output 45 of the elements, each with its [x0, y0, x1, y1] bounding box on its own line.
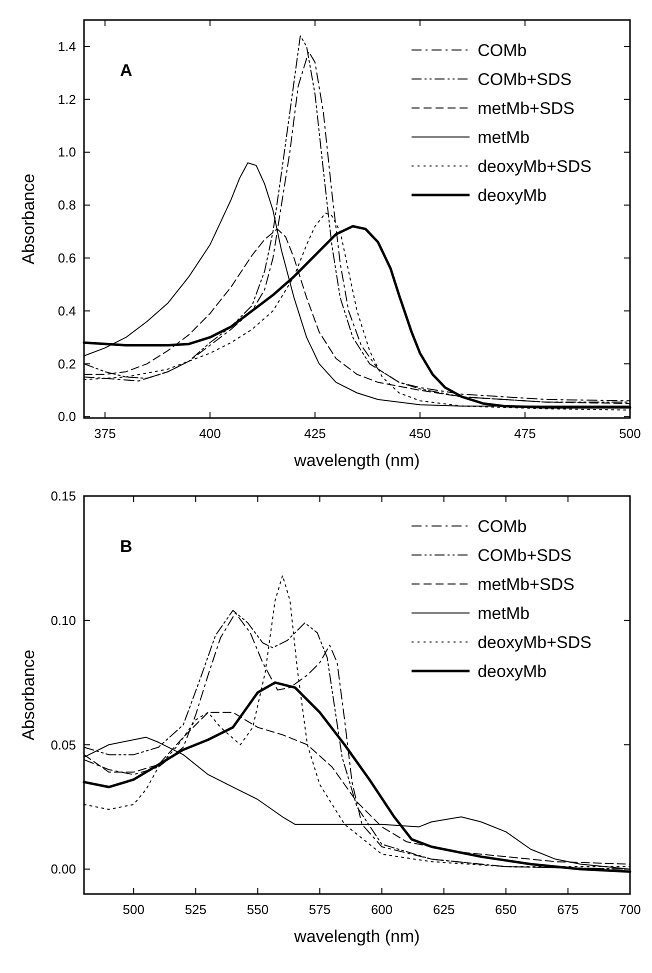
y-tick-label: 0.0 [58, 409, 76, 424]
x-tick-label: 700 [619, 902, 641, 917]
x-axis-title: wavelength (nm) [293, 451, 420, 470]
x-tick-label: 425 [304, 426, 326, 441]
x-tick-label: 475 [514, 426, 536, 441]
x-tick-label: 500 [122, 902, 144, 917]
x-tick-label: 550 [246, 902, 269, 917]
x-tick-label: 525 [184, 902, 207, 917]
x-tick-label: 575 [308, 902, 331, 917]
legend-label: metMb+SDS [478, 99, 574, 118]
y-tick-label: 0.05 [50, 737, 76, 752]
y-tick-label: 0.8 [58, 198, 76, 213]
x-tick-label: 450 [409, 426, 431, 441]
annotation: B [120, 537, 132, 556]
x-tick-label: 650 [495, 902, 517, 917]
legend-label: metMb [478, 128, 530, 147]
y-tick-label: 0.6 [58, 250, 76, 266]
y-tick-label: 0.15 [50, 488, 76, 504]
y-tick-label: 0.00 [50, 862, 76, 877]
legend-label: COMb [478, 517, 527, 536]
y-tick-label: 0.2 [58, 356, 76, 372]
x-tick-label: 500 [619, 426, 641, 441]
legend-label: deoxyMb [478, 186, 547, 205]
y-tick-label: 1.4 [58, 38, 76, 54]
y-tick-label: 1.0 [58, 144, 76, 160]
y-axis-title: Absorbance [19, 650, 38, 740]
x-axis-title: wavelength (nm) [293, 927, 420, 946]
x-tick-label: 375 [94, 426, 116, 441]
legend-label: metMb+SDS [478, 575, 574, 594]
annotation: A [120, 61, 132, 80]
x-tick-label: 600 [370, 902, 393, 917]
legend-label: COMb [478, 41, 527, 60]
y-tick-label: 0.4 [58, 303, 76, 318]
legend-label: COMb+SDS [478, 70, 572, 89]
legend-label: deoxyMb+SDS [478, 633, 592, 652]
x-tick-label: 675 [557, 902, 579, 917]
legend-label: metMb [478, 604, 530, 623]
x-tick-label: 625 [433, 902, 455, 917]
x-tick-label: 400 [199, 426, 221, 441]
legend-label: deoxyMb [478, 662, 547, 681]
y-axis-title: Absorbance [19, 174, 38, 264]
y-tick-label: 0.10 [50, 612, 76, 628]
y-tick-label: 1.2 [58, 92, 76, 107]
legend-label: COMb+SDS [478, 546, 572, 565]
legend-label: deoxyMb+SDS [478, 157, 592, 176]
